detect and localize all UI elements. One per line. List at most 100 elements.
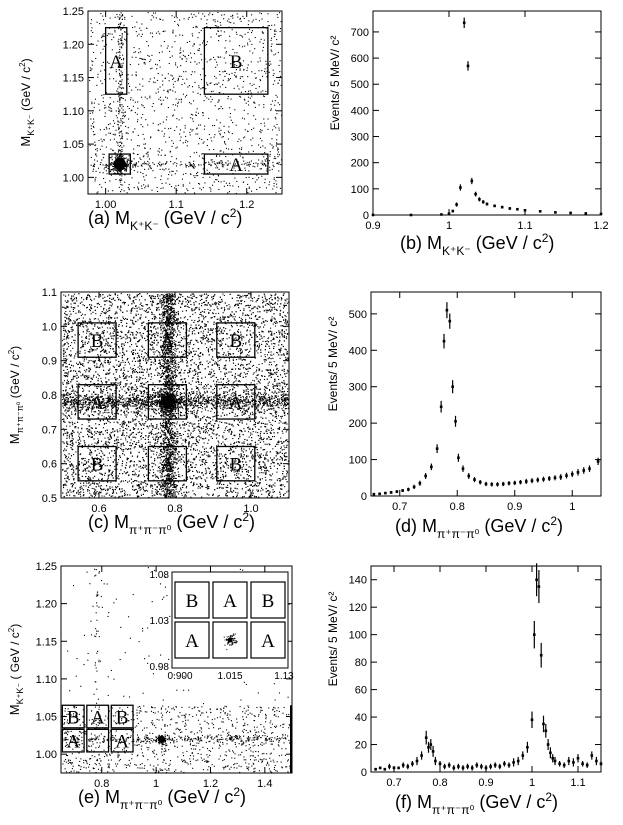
scatter-point xyxy=(93,164,95,166)
panel-b: 0.9 1 1.1 1.20100200300400500600700Events/ … xyxy=(328,10,609,258)
scatter-point xyxy=(130,99,132,101)
scatter-point xyxy=(133,464,135,466)
scatter-point xyxy=(217,20,219,22)
scatter-point xyxy=(262,162,264,164)
scatter-point xyxy=(195,25,197,27)
scatter-point xyxy=(234,72,236,74)
scatter-point xyxy=(264,159,266,161)
scatter-point xyxy=(94,385,96,387)
scatter-point xyxy=(120,70,122,72)
scatter-point xyxy=(130,339,132,341)
scatter-point xyxy=(144,490,147,492)
scatter-point xyxy=(121,175,123,177)
scatter-point xyxy=(200,337,202,339)
scatter-point xyxy=(272,188,274,190)
x-tick-label: 1 xyxy=(446,220,452,232)
scatter-point xyxy=(89,449,91,451)
scatter-point xyxy=(93,121,95,123)
scatter-point xyxy=(187,18,189,20)
scatter-point xyxy=(114,133,116,135)
scatter-point xyxy=(272,164,274,166)
scatter-point xyxy=(196,172,198,175)
scatter-point xyxy=(280,415,282,418)
scatter-point xyxy=(256,188,258,191)
scatter-point xyxy=(139,51,142,53)
scatter-point xyxy=(121,172,123,174)
scatter-point xyxy=(198,85,200,87)
scatter-point xyxy=(90,164,92,166)
scatter-point xyxy=(259,12,261,14)
scatter-point xyxy=(134,101,136,103)
scatter-point xyxy=(90,43,92,45)
x-axis-caption: (a) MK⁺K⁻ (GeV / c2) xyxy=(88,206,242,233)
scatter-point xyxy=(147,164,149,166)
scatter-point xyxy=(273,361,275,363)
scatter-point xyxy=(116,157,118,159)
scatter-point xyxy=(137,187,139,189)
scatter-point xyxy=(159,18,162,20)
scatter-point xyxy=(144,143,147,145)
scatter-point xyxy=(228,79,230,81)
scatter-point xyxy=(278,378,280,380)
scatter-point xyxy=(202,115,204,117)
scatter-point xyxy=(142,105,144,107)
scatter-point xyxy=(98,23,101,25)
scatter-point xyxy=(134,166,136,168)
scatter-point xyxy=(91,19,93,21)
scatter-point xyxy=(148,162,150,164)
scatter-point xyxy=(145,387,147,389)
scatter-point xyxy=(215,83,217,85)
scatter-point xyxy=(119,104,121,106)
scatter-point xyxy=(251,14,253,16)
scatter-point xyxy=(234,164,236,166)
scatter-point xyxy=(228,126,230,128)
scatter-point xyxy=(67,329,69,332)
scatter-point xyxy=(219,150,221,152)
scatter-point xyxy=(212,125,214,127)
scatter-point xyxy=(279,60,281,62)
scatter-point xyxy=(275,180,277,182)
scatter-point xyxy=(219,86,221,88)
scatter-point xyxy=(216,165,218,167)
scatter-point xyxy=(245,90,247,93)
scatter-point xyxy=(210,96,212,98)
scatter-point xyxy=(124,169,126,171)
scatter-point xyxy=(244,99,246,101)
scatter-point xyxy=(110,108,112,110)
scatter-point xyxy=(69,425,71,427)
scatter-point xyxy=(112,190,114,192)
scatter-point xyxy=(270,49,272,51)
scatter-point xyxy=(151,67,153,69)
scatter-point xyxy=(138,474,140,476)
scatter-point xyxy=(130,162,132,164)
scatter-point xyxy=(79,311,81,313)
scatter-point xyxy=(145,185,147,187)
scatter-point xyxy=(268,337,270,339)
scatter-point xyxy=(262,75,264,77)
scatter-point xyxy=(180,75,182,77)
scatter-point xyxy=(140,438,142,440)
scatter-point xyxy=(201,496,203,498)
scatter-point xyxy=(236,297,238,299)
scatter-point xyxy=(275,53,277,55)
scatter-point xyxy=(158,148,160,150)
scatter-point xyxy=(174,329,176,331)
scatter-point xyxy=(109,157,111,159)
scatter-point xyxy=(202,158,205,160)
scatter-point xyxy=(227,464,230,467)
scatter-point xyxy=(187,341,189,344)
scatter-point xyxy=(275,336,277,338)
scatter-point xyxy=(96,21,98,23)
scatter-point xyxy=(251,128,253,131)
scatter-point xyxy=(147,154,149,156)
scatter-point xyxy=(122,43,124,45)
scatter-point xyxy=(118,28,120,30)
scatter-point xyxy=(234,387,236,389)
scatter-point xyxy=(215,167,217,169)
scatter-point xyxy=(238,65,240,67)
scatter-point xyxy=(230,22,232,24)
scatter-point xyxy=(214,105,216,107)
scatter-point xyxy=(172,115,174,117)
y-tick-label: 1.15 xyxy=(63,73,84,85)
scatter-point xyxy=(252,19,254,21)
